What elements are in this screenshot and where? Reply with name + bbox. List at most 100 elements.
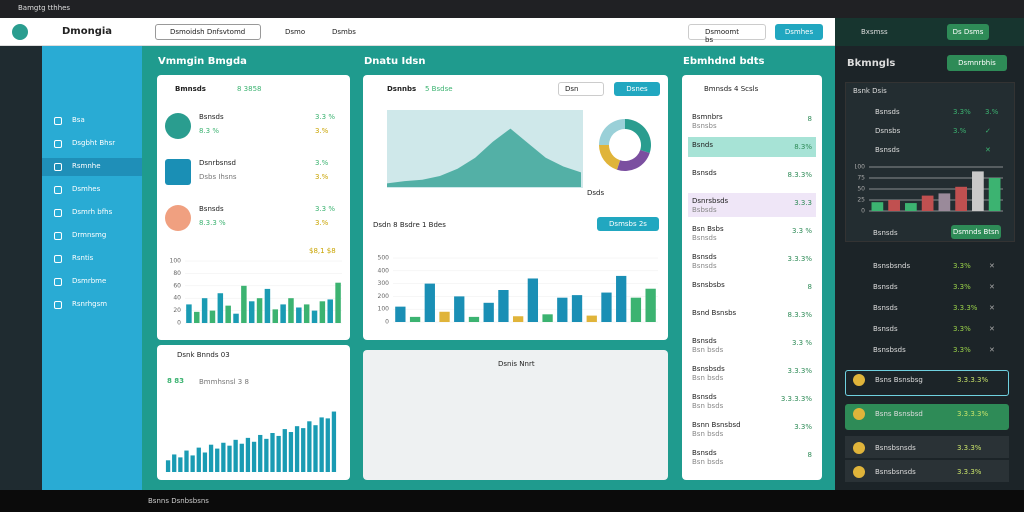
item-name: Dsnrbsnsd	[199, 159, 236, 167]
bar	[331, 411, 337, 472]
row-val: 3.3.3.3%	[780, 395, 812, 403]
bar	[165, 460, 171, 472]
donut-segment	[616, 149, 650, 171]
button[interactable]: Dsmnrbhis	[947, 55, 1007, 71]
bar	[248, 301, 255, 323]
row-sub: Bsbsds	[692, 206, 717, 214]
row-name: Bsns Bsnsbsg	[875, 376, 923, 384]
y-tick-label: 0	[177, 320, 181, 327]
right-card: Bmnsds 4 Scsls Bsmnbrs Bsnsbs 8 Bsnds 8.3% Bs…	[682, 75, 822, 480]
taskbar-item[interactable]: Bsnns Dsnbsbsns	[148, 497, 209, 505]
legend: $8,1 $8	[309, 247, 336, 255]
row-sub: Bsn bsds	[692, 458, 724, 466]
nav-icon	[54, 140, 62, 148]
bar	[258, 434, 263, 472]
row-b: ✕	[985, 146, 991, 154]
bar	[409, 316, 421, 322]
row-name: Bsnsds	[873, 283, 898, 291]
row-a: 3.3%	[953, 262, 971, 270]
row-b: ✕	[989, 325, 995, 333]
nav-item[interactable]: Rsntis	[72, 254, 94, 262]
row-sub: Bsn bsds	[692, 430, 724, 438]
y-tick-label: 80	[173, 270, 181, 277]
bar	[221, 442, 226, 472]
card-title: Bmnsds 4 Scsls	[704, 85, 759, 93]
row-a: 3.3%	[953, 108, 971, 116]
header-button[interactable]: Dsmhes	[775, 24, 823, 40]
bar	[955, 186, 967, 211]
row-icon	[853, 408, 865, 420]
y-tick-label: 300	[378, 280, 390, 287]
row-card	[845, 370, 1009, 396]
donut-segment	[599, 119, 625, 145]
search[interactable]: Dsmoomt bs	[688, 24, 766, 44]
mid-bottom-card: Dsnis Nnrt	[363, 350, 668, 480]
bar	[227, 445, 232, 472]
button[interactable]: Ds Dsms	[947, 24, 989, 40]
brand: Dmongia	[62, 26, 113, 37]
bar	[557, 297, 568, 322]
nav-item[interactable]: Dsmrh bfhs	[72, 208, 113, 216]
select[interactable]: Dsn	[558, 82, 604, 96]
donut-segment	[599, 145, 621, 170]
row-name: Dsnsbs	[875, 127, 901, 135]
nav-item[interactable]: Rsmnhe	[72, 162, 101, 170]
row-name: Bsnsds	[873, 325, 898, 333]
y-tick-label: 50	[857, 186, 865, 193]
item-icon	[165, 205, 191, 231]
bar	[209, 310, 216, 323]
button[interactable]: Dsnes	[614, 82, 660, 96]
bar	[303, 304, 310, 323]
nav-item[interactable]: Rsnrhgsm	[72, 300, 108, 308]
bar	[571, 295, 583, 322]
bar	[202, 452, 208, 472]
bar	[264, 438, 269, 472]
bar	[172, 454, 177, 472]
nav-item[interactable]: Bsa	[72, 116, 85, 124]
button[interactable]: Dsmsbs 2s	[597, 217, 659, 231]
bar	[630, 297, 642, 322]
row-name: Bsnsbsbs	[692, 281, 725, 289]
bar	[233, 313, 239, 323]
bar-chart: 0 25 50 75 100	[855, 164, 1003, 215]
bar	[251, 441, 257, 472]
nav-icon	[54, 186, 62, 194]
card-title: Dsnk Bnnds 03	[177, 351, 230, 359]
y-tick-label: 25	[857, 197, 865, 204]
nav-item[interactable]: Dsmrbme	[72, 277, 107, 285]
nav-item[interactable]: Drmnsmg	[72, 231, 107, 239]
row-val: 3.3%	[794, 423, 812, 431]
donut-segment	[625, 119, 651, 154]
bar	[327, 299, 333, 323]
button[interactable]: Dsmnds Btsn	[951, 225, 1001, 239]
section-title: Ebmhdnd bdts	[683, 56, 765, 67]
row-name: Bsnsbsnds	[873, 262, 911, 270]
row-icon	[853, 374, 865, 386]
nav-item[interactable]: Dsmhes	[72, 185, 101, 193]
toolbar-item[interactable]: Dsmo	[285, 28, 306, 36]
row-a: 3.3.3%	[957, 468, 982, 476]
item-sub: Dsbs Ihsns	[199, 173, 237, 181]
row-name: Bsnsbsnsds	[875, 444, 916, 452]
card-title: Dsnis Nnrt	[498, 360, 535, 368]
bar	[272, 309, 279, 323]
bar-chart: 0 20 40 60 80 100	[170, 258, 342, 327]
nav-icon	[54, 117, 62, 125]
nav-item[interactable]: Dsgbht Bhsr	[72, 139, 116, 147]
y-tick-label: 500	[378, 255, 390, 262]
bar	[439, 311, 450, 322]
bar	[233, 439, 238, 472]
tab[interactable]: Bamgtg tthhes	[18, 4, 71, 12]
item-icon	[165, 113, 191, 139]
row-sub: Bsn bsds	[692, 402, 724, 410]
y-tick-label: 100	[378, 306, 390, 313]
toolbar-item[interactable]: Dsmbs	[332, 28, 356, 36]
browser-bar: Bamgtg tthhes	[0, 0, 1024, 18]
dark-panel: Bxsmss Ds Dsms Bkmngls Dsmnrbhis Bsnk Ds…	[835, 18, 1024, 490]
toolbar-select[interactable]: Dsmoidsh Dnfsvtomd	[155, 24, 261, 40]
bar	[184, 450, 189, 472]
row-sub: Bsnsds	[692, 234, 717, 242]
app-header: Dmongia Dsmoidsh Dnfsvtomd Dsmo Dsmbs Ds…	[0, 18, 835, 46]
y-tick-label: 75	[857, 175, 865, 182]
row-name: Bsnsds	[873, 304, 898, 312]
